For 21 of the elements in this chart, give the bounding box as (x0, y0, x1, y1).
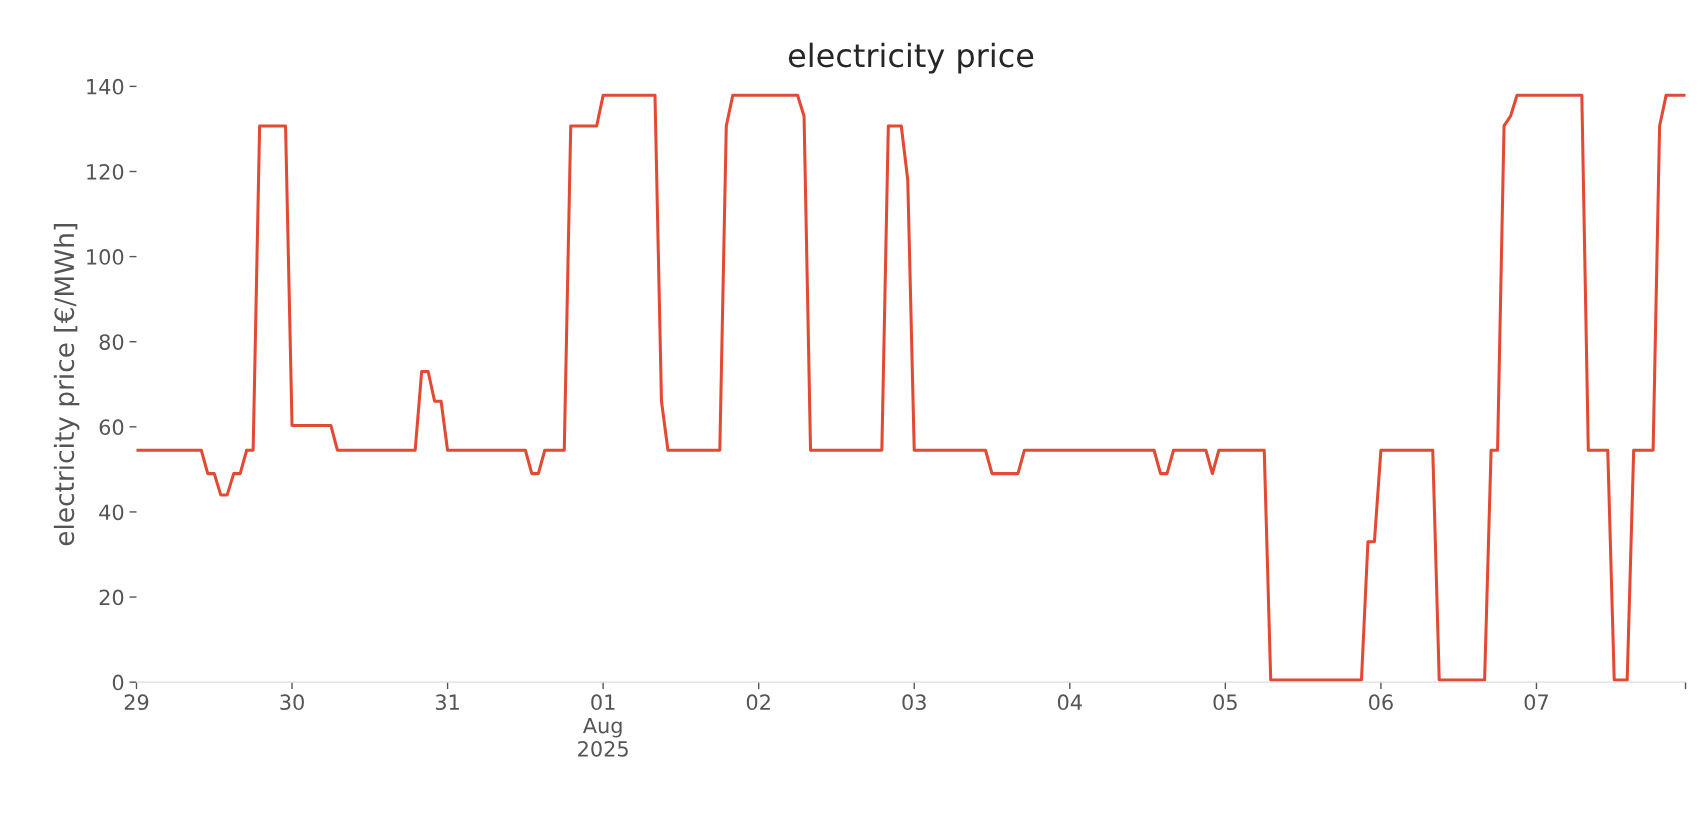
x-tick-label: 04 (1057, 694, 1082, 711)
x-tick-label: 06 (1369, 694, 1393, 711)
x-tick-label: 07 (1524, 694, 1548, 711)
line-series (136, 93, 1686, 682)
y-tick-label: 0 (112, 674, 124, 691)
y-tick-label: 40 (99, 504, 124, 521)
x-tick-label: 30 (280, 694, 304, 711)
y-axis-title: electricity price [€/MWh] (53, 224, 80, 546)
chart-title: electricity price (788, 42, 1034, 74)
y-tick-label: 80 (99, 334, 124, 350)
x-tick-label: 31 (435, 694, 459, 711)
x-tick-label: 01 Aug 2025 (578, 694, 628, 757)
y-tick-label: 120 (87, 163, 124, 180)
x-tick-label: 29 (124, 694, 149, 711)
y-tick-label: 20 (99, 589, 124, 606)
x-tick-label: 03 (902, 694, 926, 711)
x-tick-label: 02 (746, 694, 770, 711)
y-tick-label: 140 (87, 78, 124, 95)
y-tick-label: 100 (87, 249, 124, 265)
y-tick-label: 60 (99, 419, 124, 436)
x-tick-label: 05 (1213, 694, 1237, 711)
